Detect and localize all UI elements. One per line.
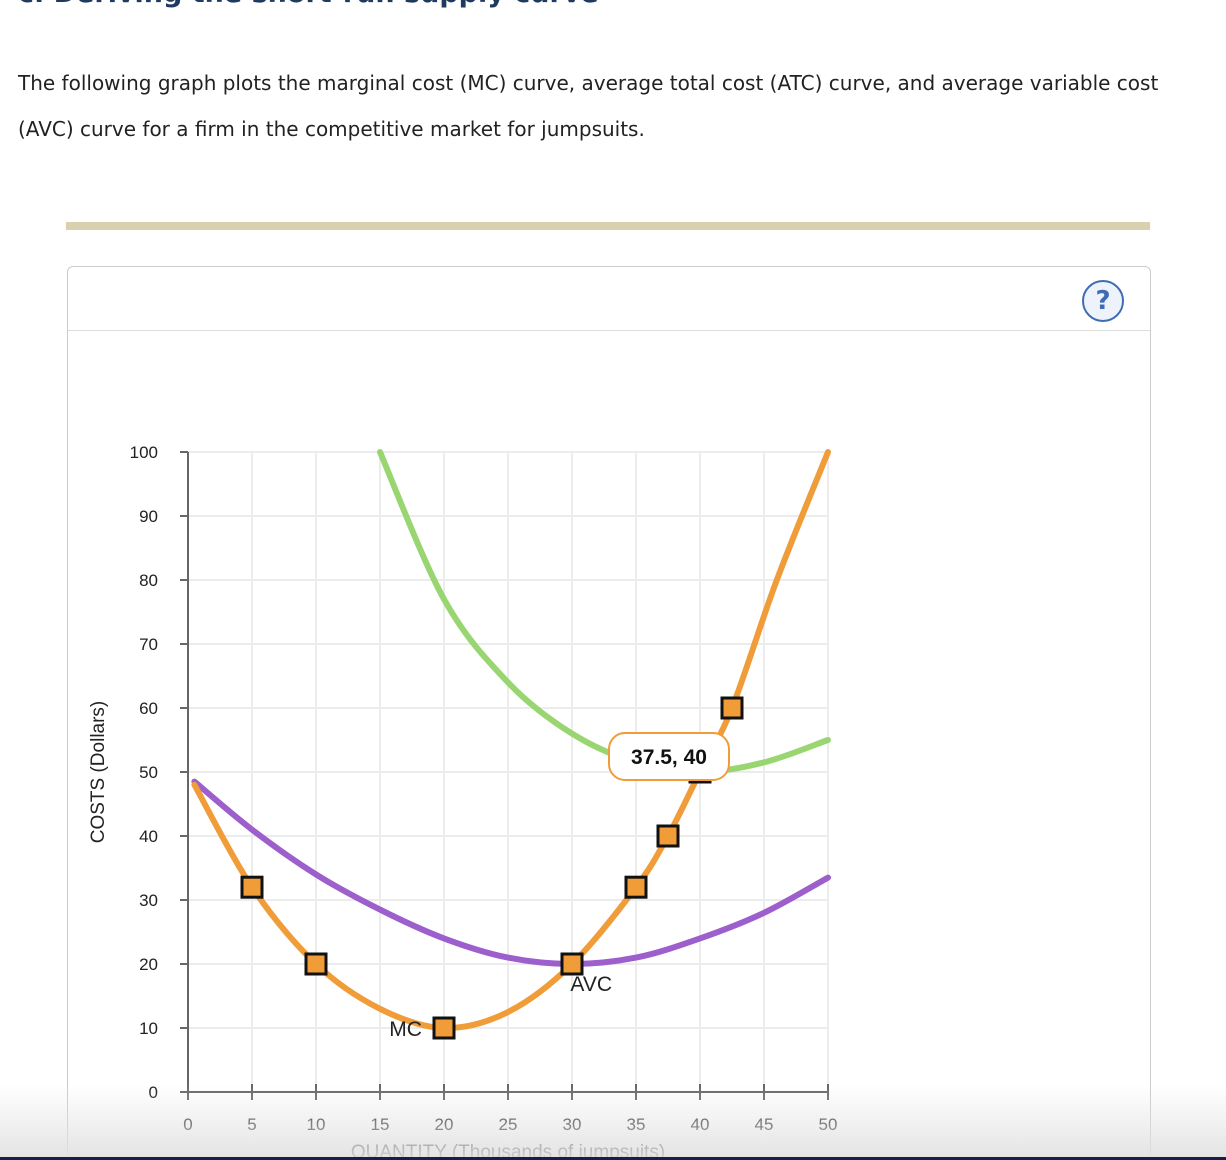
x-tick-label: 35 — [627, 1115, 646, 1134]
point-tooltip — [608, 732, 730, 781]
x-tick-label: 5 — [247, 1115, 256, 1134]
x-tick-label: 0 — [183, 1115, 192, 1134]
y-tick-label: 100 — [130, 443, 158, 462]
mc-point-marker — [720, 696, 744, 720]
panel-header-divider — [68, 330, 1150, 331]
divider-bar — [66, 222, 1150, 230]
y-tick-label: 80 — [139, 571, 158, 590]
x-tick-label: 10 — [307, 1115, 326, 1134]
y-tick-label: 50 — [139, 763, 158, 782]
y-tick-label: 30 — [139, 891, 158, 910]
y-axis-label: COSTS (Dollars) — [88, 701, 109, 844]
x-tick-label: 30 — [563, 1115, 582, 1134]
bottom-border — [0, 1157, 1226, 1160]
y-tick-label: 70 — [139, 635, 158, 654]
mc-point-marker — [240, 875, 264, 899]
avc-label: AVC — [570, 973, 612, 996]
y-tick-label: 40 — [139, 827, 158, 846]
y-tick-label: 90 — [139, 507, 158, 526]
x-tick-label: 20 — [435, 1115, 454, 1134]
point-tooltip-text: 37.5, 40 — [631, 746, 707, 769]
mc-point-marker — [560, 952, 584, 976]
y-tick-label: 10 — [139, 1019, 158, 1038]
question-circle-icon[interactable]: ? — [1082, 280, 1124, 322]
x-tick-label: 40 — [691, 1115, 710, 1134]
section-heading: c. Deriving the short-run supply curve — [18, 0, 599, 9]
mc-curve — [191, 449, 831, 1032]
mc-point-marker — [304, 952, 328, 976]
x-tick-label: 45 — [755, 1115, 774, 1134]
mc-point-marker — [656, 824, 680, 848]
x-tick-label: 50 — [819, 1115, 838, 1134]
y-tick-label: 0 — [149, 1083, 158, 1102]
x-tick-label: 25 — [499, 1115, 518, 1134]
y-tick-label: 20 — [139, 955, 158, 974]
x-tick-label: 15 — [371, 1115, 390, 1134]
atc-curve — [377, 449, 831, 776]
avc-curve — [191, 778, 831, 968]
y-tick-label: 60 — [139, 699, 158, 718]
intro-text: The following graph plots the marginal c… — [18, 71, 1159, 141]
mc-label: MC — [389, 1018, 422, 1041]
mc-point-marker — [624, 875, 648, 899]
mc-point-marker — [432, 1016, 456, 1040]
